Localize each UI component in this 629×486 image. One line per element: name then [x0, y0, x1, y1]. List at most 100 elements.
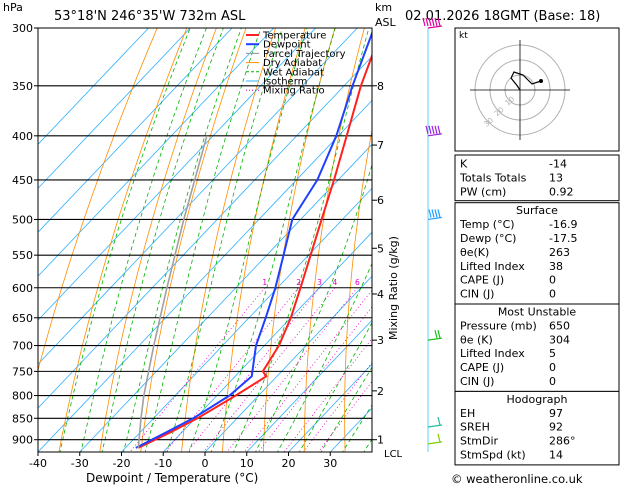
index-label: StmDir [460, 435, 499, 448]
pressure-tick-label: 300 [12, 22, 33, 35]
mixing-ratio-line [186, 287, 320, 452]
isotherm-line [38, 28, 233, 233]
wind-barb-flag [431, 17, 435, 27]
thermo-lines [38, 28, 372, 452]
isotherm-line [38, 28, 316, 321]
mixing-ratio-label: 3 [317, 278, 322, 287]
wet-adiabat-line [80, 28, 207, 452]
index-value: 650 [549, 319, 570, 332]
index-label: PW (cm) [460, 185, 506, 198]
wind-barb-flag [434, 17, 438, 27]
wind-barb [422, 17, 443, 29]
index-value: 286° [549, 435, 576, 448]
isotherm-line [38, 28, 275, 277]
wet-adiabat-line [320, 366, 372, 452]
mixing-ratio-line [257, 306, 372, 452]
wind-barb-shaft [427, 337, 443, 341]
index-value: -17.5 [549, 232, 577, 245]
wet-adiabat-line [232, 28, 370, 452]
wind-barb-flag [428, 17, 432, 27]
index-value: 38 [549, 260, 563, 273]
hodograph-trace [510, 71, 542, 91]
wind-barb-flag [428, 125, 432, 134]
x-axis-label: Dewpoint / Temperature (°C) [86, 471, 258, 485]
temperature-tick-label: -40 [29, 457, 47, 470]
wind-barb-flag [425, 17, 429, 27]
index-label: EH [460, 407, 475, 420]
temperature-tick-label: 10 [240, 457, 254, 470]
wind-barb-flag [434, 209, 438, 218]
isotherm-line [121, 187, 372, 452]
wind-barb-flag [437, 416, 441, 426]
height-tick-label: 6 [377, 194, 384, 207]
temperature-tick-label: 0 [202, 457, 209, 470]
index-value: 5 [549, 347, 556, 360]
index-value: 0 [549, 375, 556, 388]
legend-label: Dewpoint [263, 40, 311, 51]
height-tick-label: 1 [377, 434, 384, 447]
wet-adiabat-line [277, 262, 372, 452]
wet-adiabat-line [298, 321, 372, 452]
skewt-plot-area [37, 27, 373, 453]
indices-section [454, 202, 620, 305]
wind-barb-flag [437, 329, 441, 339]
index-label: Lifted Index [460, 260, 525, 273]
isotherm-line [38, 28, 191, 189]
index-label: θe(K) [460, 246, 489, 259]
index-label: CAPE (J) [460, 274, 504, 287]
asl-label: ASL [375, 16, 397, 29]
index-value: 0.92 [549, 185, 574, 198]
indices-table: K -14 Totals Totals 13 PW (cm) 0.92 SurfaceTem… [454, 154, 620, 466]
mixing-ratio-line [164, 287, 299, 452]
legend-label: Temperature [262, 31, 326, 42]
wind-barb-flag [434, 125, 438, 134]
wind-profile [422, 17, 443, 452]
index-value: 97 [549, 407, 563, 420]
dry-adiabat-line [140, 28, 247, 452]
wind-barb-flag [431, 125, 435, 134]
pressure-tick-label: 400 [12, 130, 33, 143]
mixing-ratio-line [302, 361, 372, 452]
indices-section-title: Hodograph [507, 393, 568, 406]
isotherm-line [162, 231, 372, 452]
pressure-tick-label: 650 [12, 312, 33, 325]
indices-section-title: Surface [516, 204, 558, 217]
mixing-ratio-line [226, 287, 358, 452]
pressure-tick-label: 550 [12, 249, 33, 262]
temperature-axis: -40 -30 -20 -10 0 10 20 30 [29, 452, 337, 470]
plot-background [38, 28, 372, 452]
pressure-tick-label: 700 [12, 340, 33, 353]
wind-barb-flag [437, 433, 441, 442]
wet-adiabat-line [59, 28, 191, 452]
index-label: Temp (°C) [459, 218, 515, 231]
temperature-tick-label: -10 [154, 457, 172, 470]
mixing-ratio-line [203, 287, 336, 452]
wind-barb [427, 209, 443, 221]
dry-adiabat-line [38, 28, 158, 372]
height-tick-label: 3 [377, 334, 384, 347]
wet-adiabat-line [144, 28, 262, 452]
mixing-ratio-axis-label: Mixing Ratio (g/kg) [387, 236, 400, 340]
isotherm-line [288, 363, 372, 452]
isotherm-line [38, 28, 149, 145]
wet-adiabat-line [255, 163, 372, 452]
mixing-ratio-labels: 1 2 3 4 6 [262, 278, 360, 287]
wind-barb-shaft [427, 133, 443, 137]
hpa-label: hPa [3, 1, 23, 14]
index-label: Pressure (mb) [460, 319, 537, 332]
wind-barb-flag [422, 17, 426, 27]
pressure-tick-label: 850 [12, 412, 33, 425]
indices-block [454, 154, 620, 202]
temperature-tick-label: -30 [71, 457, 89, 470]
wind-barb-flag [437, 125, 441, 134]
isotherm-line [246, 319, 372, 452]
wind-barb-flag [431, 209, 435, 218]
indices-section [454, 390, 620, 466]
wind-barb-flag [437, 17, 441, 27]
index-value: 13 [549, 171, 563, 184]
pressure-tick-label: 900 [12, 434, 33, 447]
wind-barb-shaft [427, 441, 443, 445]
mixing-ratio-label: 4 [332, 278, 337, 287]
height-tick-label: 8 [377, 80, 384, 93]
